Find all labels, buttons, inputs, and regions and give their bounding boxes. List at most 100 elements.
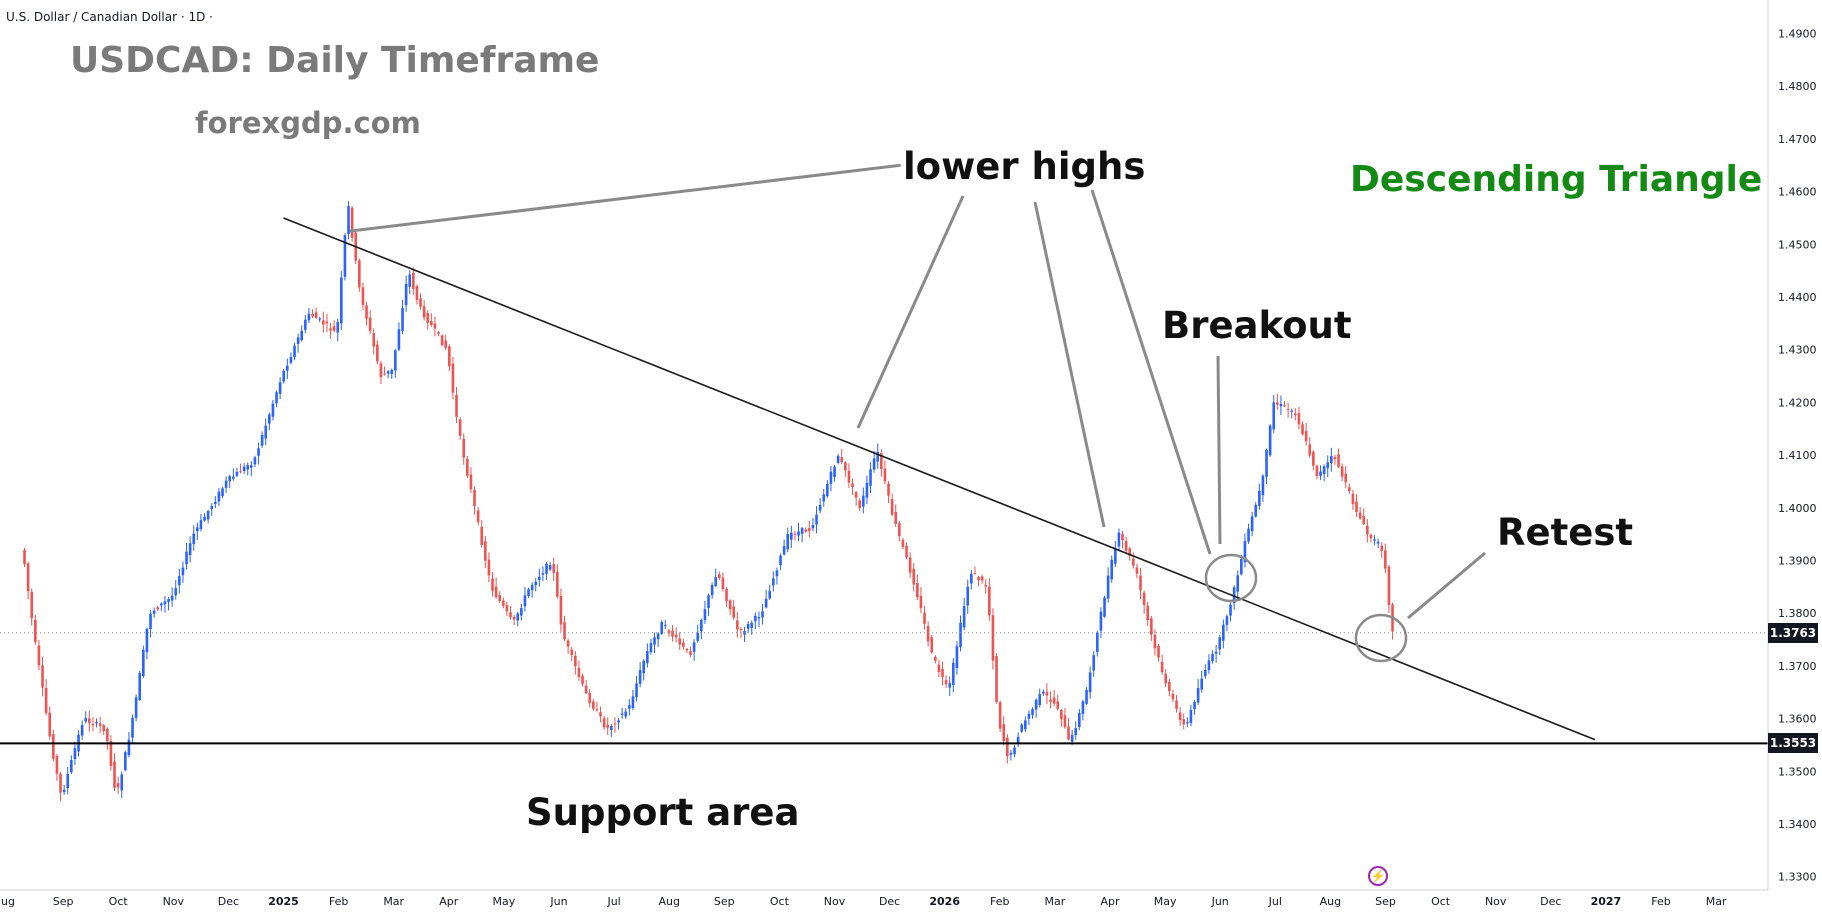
time-axis[interactable]: ug Sep Oct Nov Dec 2025 Feb Mar Apr May Jun Jul Aug S… <box>1 895 1727 908</box>
candle-body <box>332 326 336 331</box>
candle-body <box>1232 587 1236 604</box>
candle-body <box>966 586 970 606</box>
candle-body <box>1002 724 1006 742</box>
candle-body <box>1024 720 1027 730</box>
candle-body <box>728 600 732 610</box>
candle-body <box>1211 653 1214 661</box>
candle-body <box>682 642 685 647</box>
candle-body <box>1225 616 1229 625</box>
candle-body <box>628 705 631 709</box>
candle-body <box>1315 465 1319 476</box>
candle-body <box>563 622 566 640</box>
x-tick-label: Aug <box>1320 895 1341 908</box>
candle-body <box>1142 592 1146 605</box>
candle-body <box>1132 558 1135 566</box>
candle-body <box>858 500 862 509</box>
retest-annotation: Retest <box>1497 511 1634 554</box>
lightning-alert-icon[interactable]: ⚡ <box>1368 866 1388 886</box>
candle-body <box>419 298 422 307</box>
price-axis[interactable]: 1.3300 1.3400 1.3500 1.3600 1.3700 1.3800 1.39… <box>1778 28 1817 884</box>
x-tick-label: Dec <box>879 895 900 908</box>
candle-body <box>170 595 174 601</box>
candle-body <box>887 483 890 496</box>
candle-body <box>37 645 41 666</box>
x-tick-label: Oct <box>770 895 790 908</box>
candle-body <box>44 687 48 713</box>
candle-body <box>1146 605 1150 621</box>
candle-body <box>1380 545 1384 551</box>
candle-body <box>595 709 599 711</box>
plot-area <box>0 0 1768 890</box>
candle-body <box>1240 559 1243 575</box>
candle-body <box>804 529 808 532</box>
candle-body <box>955 646 959 669</box>
candle-body <box>1344 473 1348 483</box>
candle-body <box>304 319 307 330</box>
x-tick-label: Jun <box>1211 895 1229 908</box>
candle-body <box>394 350 397 371</box>
pointer-lower-high-3 <box>1090 189 1212 555</box>
candle-body <box>1020 724 1024 732</box>
candle-body <box>1178 712 1182 721</box>
candle-body <box>322 320 325 325</box>
candle-body <box>754 615 757 622</box>
candle-body <box>703 609 707 621</box>
candle-body <box>246 465 250 470</box>
candle-body <box>516 613 520 621</box>
candle-body <box>930 637 934 653</box>
candle-body <box>358 260 361 288</box>
website-annotation: forexgdp.com <box>195 106 421 140</box>
y-tick-label: 1.4600 <box>1778 186 1817 199</box>
candle-body <box>545 563 548 574</box>
candle-body <box>440 335 444 346</box>
candle-body <box>631 696 635 709</box>
candle-body <box>307 313 311 321</box>
candle-body <box>818 504 822 511</box>
candle-body <box>505 605 509 612</box>
candle-body <box>62 789 66 793</box>
candle-body <box>444 340 448 349</box>
candle-body <box>599 712 602 717</box>
candle-body <box>80 724 84 736</box>
candle-body <box>984 585 988 587</box>
candle-body <box>685 649 689 651</box>
candle-body <box>1096 632 1099 652</box>
candle-body <box>890 499 894 515</box>
candle-body <box>1045 691 1049 696</box>
candle-body <box>408 274 412 287</box>
candle-body <box>710 585 714 596</box>
candle-body <box>880 453 883 469</box>
x-tick-label: May <box>493 895 516 908</box>
x-tick-label: Sep <box>714 895 735 908</box>
candle-body <box>340 277 343 324</box>
candle-body <box>995 656 998 702</box>
candle-body <box>872 458 876 470</box>
candle-body <box>41 665 44 688</box>
candle-body <box>894 512 898 524</box>
candle-body <box>386 371 390 374</box>
x-tick-label: Feb <box>329 895 348 908</box>
candle-body <box>1016 736 1020 743</box>
candle-body <box>473 489 476 507</box>
candle-body <box>991 615 995 661</box>
candle-body <box>775 570 779 577</box>
candle-body <box>116 783 120 788</box>
candle-body <box>1042 691 1045 694</box>
candle-body <box>242 466 246 472</box>
candle-body <box>613 723 617 725</box>
candle-body <box>1218 637 1222 650</box>
candle-body <box>34 619 37 642</box>
candle-body <box>944 680 948 685</box>
candle-body <box>883 468 887 482</box>
candle-body <box>1171 693 1175 700</box>
candle-body <box>671 630 674 637</box>
candle-body <box>102 725 106 732</box>
candle-body <box>1265 449 1268 477</box>
x-tick-label: Jun <box>549 895 567 908</box>
candle-body <box>109 741 113 766</box>
candle-body <box>764 598 768 608</box>
candle-body <box>1175 700 1178 709</box>
candle-body <box>214 501 217 504</box>
candle-body <box>934 657 937 661</box>
